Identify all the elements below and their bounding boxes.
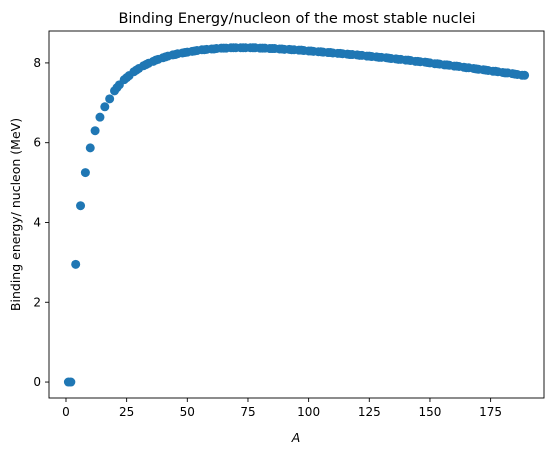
plot-frame [48, 30, 545, 399]
data-point [80, 168, 90, 178]
x-axis-label: A [291, 430, 301, 445]
x-tick-label: 75 [240, 405, 255, 419]
data-point [85, 143, 95, 153]
y-tick-label: 8 [33, 56, 41, 70]
y-tick-label: 2 [33, 295, 41, 309]
data-point [105, 94, 115, 104]
x-axis-ticks: 0 25 50 75 100 125 150 175 [62, 398, 502, 419]
y-axis-label: Binding energy/ nucleon (MeV) [8, 118, 23, 311]
data-point [76, 201, 86, 211]
y-axis-ticks: 0 2 4 6 8 [33, 56, 49, 389]
y-tick-label: 6 [33, 136, 41, 150]
x-tick-label: 150 [419, 405, 442, 419]
x-tick-label: 25 [119, 405, 134, 419]
chart-title: Binding Energy/nucleon of the most stabl… [118, 11, 475, 27]
plot-area [49, 31, 544, 398]
x-tick-label: 100 [297, 405, 320, 419]
x-tick-label: 0 [62, 405, 70, 419]
data-point [95, 112, 105, 122]
data-point [66, 377, 76, 387]
data-point [90, 126, 100, 136]
data-points [63, 43, 530, 387]
data-point [100, 102, 110, 112]
x-tick-label: 50 [180, 405, 195, 419]
data-point [71, 259, 81, 269]
x-tick-label: 125 [358, 405, 381, 419]
y-tick-label: 4 [33, 215, 41, 229]
x-tick-label: 175 [479, 405, 502, 419]
data-point [520, 70, 530, 80]
y-tick-label: 0 [33, 375, 41, 389]
